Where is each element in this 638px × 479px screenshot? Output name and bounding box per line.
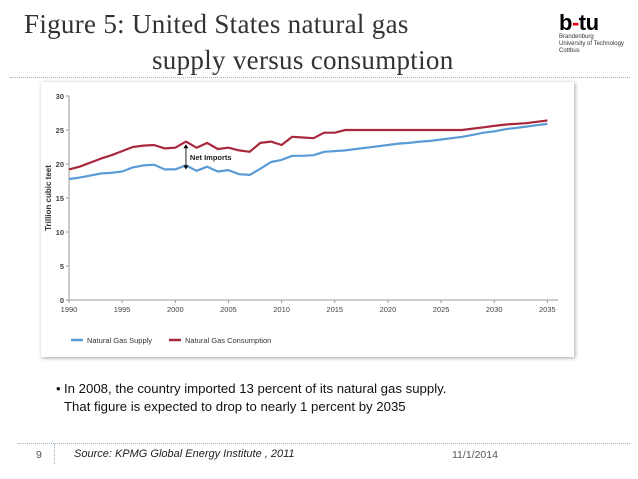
annotation-label: Net Imports	[190, 153, 232, 162]
footer-separator	[54, 444, 55, 464]
logo-line: Brandenburg	[559, 34, 594, 40]
bullet-marker: •	[56, 381, 61, 396]
y-tick-label: 25	[56, 126, 64, 135]
logo-mark: b-tu	[559, 10, 599, 35]
x-tick-label: 1995	[114, 305, 131, 314]
y-tick-label: 15	[56, 194, 64, 203]
series-line-supply	[68, 122, 548, 181]
x-tick-label: 2010	[273, 305, 290, 314]
net-imports-arrowhead-bottom	[183, 165, 189, 170]
y-tick-label: 0	[60, 296, 64, 305]
x-tick-label: 2025	[433, 305, 450, 314]
page-number: 9	[36, 449, 42, 461]
source-citation: Source: KPMG Global Energy Institute , 2…	[74, 448, 295, 460]
x-tick-label: 2015	[326, 305, 343, 314]
bullet-text-line2: That figure is expected to drop to nearl…	[64, 399, 406, 414]
bullet-text-line1: In 2008, the country imported 13 percent…	[64, 381, 447, 396]
x-tick-label: 2000	[167, 305, 184, 314]
logo-line: Cottbus	[559, 48, 580, 54]
chart-panel: 0 5 10 15 20 25 30 1990 1995 2000 2005 2010 2015 2020…	[41, 82, 574, 357]
y-tick-label: 10	[56, 228, 64, 237]
logo-line: University of Technology	[559, 41, 624, 47]
slide-title: Figure 5: United States natural gas supp…	[24, 6, 544, 78]
bullet-list: • In 2008, the country imported 13 perce…	[56, 380, 624, 416]
slide-date: 11/1/2014	[452, 449, 498, 461]
slide-title-line2: supply versus consumption	[152, 45, 454, 75]
bullet-item: • In 2008, the country imported 13 perce…	[56, 380, 624, 416]
y-tick-label: 20	[56, 160, 64, 169]
net-imports-arrowhead-top	[183, 144, 189, 149]
series-line-consumption	[68, 119, 548, 171]
footer-divider	[18, 443, 630, 444]
legend-label: Natural Gas Consumption	[185, 336, 271, 345]
x-tick-label: 2005	[220, 305, 237, 314]
y-tick-label: 5	[60, 262, 64, 271]
slide-title-line1: Figure 5: United States natural gas	[24, 9, 409, 39]
y-axis-title: Trillion cubic teet	[44, 165, 53, 231]
y-tick-label: 30	[56, 92, 64, 101]
x-tick-label: 2020	[380, 305, 397, 314]
title-divider	[10, 77, 630, 78]
x-tick-label: 1990	[61, 305, 78, 314]
x-tick-label: 2035	[539, 305, 556, 314]
x-tick-label: 2030	[486, 305, 503, 314]
legend-label: Natural Gas Supply	[87, 336, 152, 345]
university-logo: b-tu Brandenburg University of Technolog…	[559, 12, 631, 55]
